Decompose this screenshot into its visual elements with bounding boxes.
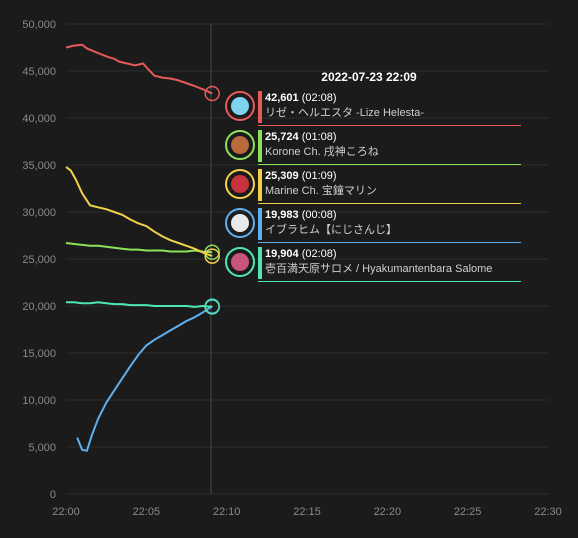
tooltip-duration: (02:08) xyxy=(301,92,337,104)
y-tick-label: 35,000 xyxy=(22,160,56,172)
tooltip-text: 25,724 (01:08) Korone Ch. 戌神ころね xyxy=(265,130,379,160)
series-end-marker xyxy=(204,244,220,260)
x-tick-label: 22:05 xyxy=(133,506,161,518)
x-tick-label: 22:15 xyxy=(293,506,321,518)
tooltip-text: 25,309 (01:09) Marine Ch. 宝鐘マリン xyxy=(265,169,377,199)
avatar xyxy=(225,169,255,199)
series-end-marker xyxy=(204,85,220,102)
tooltip-value: 25,724 xyxy=(265,131,299,143)
tooltip-channel-name: Korone Ch. 戌神ころね xyxy=(265,146,379,158)
tooltip-value: 25,309 xyxy=(265,170,299,182)
tooltip-text: 19,983 (00:08) イブラヒム【にじさんじ】 xyxy=(265,208,397,238)
tooltip-duration: (01:09) xyxy=(301,170,337,182)
series-color-bar xyxy=(258,247,262,279)
tooltip-row: 42,601 (02:08) リゼ・ヘルエスタ -Lize Helesta- xyxy=(225,88,521,126)
tooltip-row-underline xyxy=(258,242,521,243)
tooltip-value: 42,601 xyxy=(265,92,299,104)
tooltip-row-underline xyxy=(258,281,521,282)
y-tick-label: 30,000 xyxy=(22,207,56,219)
tooltip-datetime: 2022-07-23 22:09 xyxy=(321,70,417,84)
y-tick-label: 40,000 xyxy=(22,113,56,125)
y-tick-label: 0 xyxy=(50,489,56,501)
series-line xyxy=(65,43,213,95)
x-tick-label: 22:20 xyxy=(374,506,402,518)
y-tick-label: 45,000 xyxy=(22,66,56,78)
avatar xyxy=(225,247,255,277)
tooltip-row-underline xyxy=(258,125,521,126)
tooltip-duration: (01:08) xyxy=(301,131,337,143)
series-color-bar xyxy=(258,208,262,240)
series-color-bar xyxy=(258,91,262,123)
tooltip-channel-name: リゼ・ヘルエスタ -Lize Helesta- xyxy=(265,107,424,119)
avatar xyxy=(225,91,255,121)
tooltip-channel-name: Marine Ch. 宝鐘マリン xyxy=(265,185,377,197)
avatar-face-icon xyxy=(231,136,249,154)
series-line xyxy=(66,301,213,308)
chart-tooltip: 2022-07-23 22:09 42,601 (02:08) リゼ・ヘルエスタ… xyxy=(225,66,521,283)
tooltip-value: 19,904 xyxy=(265,248,299,260)
y-tick-label: 20,000 xyxy=(22,301,56,313)
x-tick-label: 22:25 xyxy=(454,506,482,518)
series-end-marker xyxy=(204,299,220,315)
y-tick-label: 15,000 xyxy=(22,348,56,360)
y-tick-label: 5,000 xyxy=(28,442,56,454)
tooltip-row-underline xyxy=(258,203,521,204)
tooltip-text: 19,904 (02:08) 壱百満天原サロメ / Hyakumantenbar… xyxy=(265,247,492,277)
series-end-marker xyxy=(204,248,220,264)
series-line xyxy=(65,166,213,258)
tooltip-duration: (00:08) xyxy=(301,209,337,221)
tooltip-value: 19,983 xyxy=(265,209,299,221)
avatar xyxy=(225,130,255,160)
series-color-bar xyxy=(258,130,262,162)
tooltip-row: 25,724 (01:08) Korone Ch. 戌神ころね xyxy=(225,127,521,165)
y-tick-label: 50,000 xyxy=(22,19,56,31)
y-tick-label: 10,000 xyxy=(22,395,56,407)
tooltip-channel-name: イブラヒム【にじさんじ】 xyxy=(265,224,397,236)
x-tick-label: 22:00 xyxy=(52,506,80,518)
tooltip-row: 19,904 (02:08) 壱百満天原サロメ / Hyakumantenbar… xyxy=(225,244,521,282)
tooltip-duration: (02:08) xyxy=(301,248,337,260)
tooltip-row: 19,983 (00:08) イブラヒム【にじさんじ】 xyxy=(225,205,521,243)
tooltip-row: 25,309 (01:09) Marine Ch. 宝鐘マリン xyxy=(225,166,521,204)
y-tick-label: 25,000 xyxy=(22,254,56,266)
x-tick-label: 22:10 xyxy=(213,506,241,518)
tooltip-text: 42,601 (02:08) リゼ・ヘルエスタ -Lize Helesta- xyxy=(265,91,424,121)
x-tick-label: 22:30 xyxy=(534,506,562,518)
series-line xyxy=(65,242,213,254)
series-line xyxy=(76,305,213,452)
tooltip-channel-name: 壱百満天原サロメ / Hyakumantenbara Salome xyxy=(265,263,493,275)
series-color-bar xyxy=(258,169,262,201)
avatar-face-icon xyxy=(231,175,249,193)
tooltip-row-underline xyxy=(258,164,521,165)
avatar xyxy=(225,208,255,238)
avatar-face-icon xyxy=(231,214,249,232)
avatar-face-icon xyxy=(231,97,249,115)
avatar-face-icon xyxy=(231,253,249,271)
